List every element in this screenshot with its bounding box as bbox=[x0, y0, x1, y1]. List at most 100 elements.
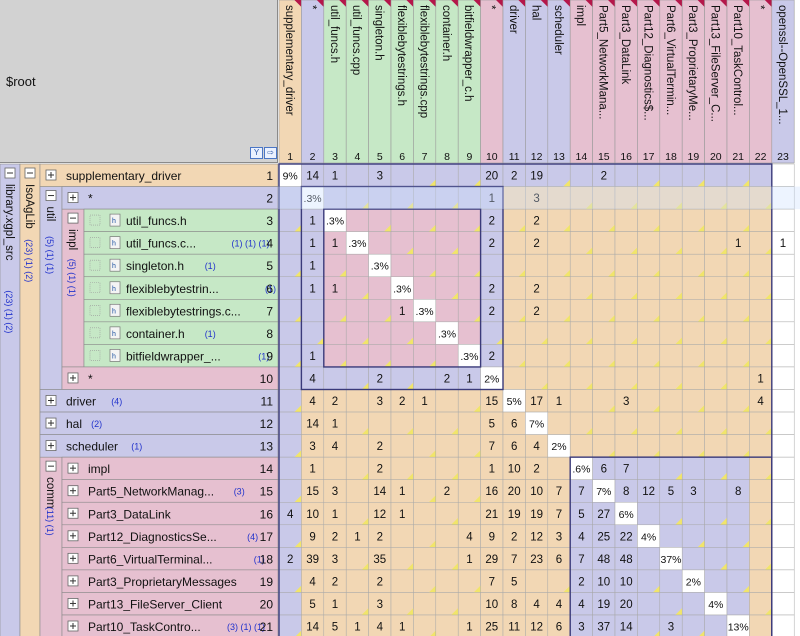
matrix-cell[interactable]: 17 bbox=[525, 389, 549, 413]
matrix-cell[interactable] bbox=[659, 163, 683, 187]
matrix-cell[interactable] bbox=[547, 253, 571, 277]
matrix-cell[interactable]: 2 bbox=[525, 276, 549, 300]
matrix-cell[interactable] bbox=[771, 569, 795, 593]
matrix-cell[interactable] bbox=[345, 321, 369, 345]
matrix-cell[interactable]: 7 bbox=[502, 547, 526, 571]
matrix-cell[interactable]: 2 bbox=[525, 208, 549, 232]
g-impl[interactable]: impl (5) (1) (1) bbox=[61, 208, 85, 368]
matrix-cell[interactable]: 1 bbox=[323, 276, 347, 300]
matrix-cell[interactable]: 12 bbox=[637, 479, 661, 503]
matrix-cell[interactable] bbox=[681, 299, 705, 323]
matrix-cell[interactable] bbox=[592, 299, 616, 323]
matrix-cell[interactable]: 2 bbox=[368, 366, 392, 390]
matrix-cell[interactable]: 1 bbox=[457, 614, 481, 636]
matrix-cell[interactable]: 1 bbox=[390, 299, 414, 323]
matrix-cell[interactable] bbox=[278, 614, 302, 636]
matrix-cell[interactable] bbox=[435, 524, 459, 548]
matrix-cell[interactable] bbox=[390, 253, 414, 277]
matrix-cell[interactable]: 5 bbox=[480, 411, 504, 435]
matrix-cell[interactable] bbox=[704, 208, 728, 232]
matrix-cell[interactable] bbox=[592, 389, 616, 413]
matrix-cell[interactable]: 1 bbox=[457, 547, 481, 571]
matrix-cell[interactable] bbox=[413, 479, 437, 503]
matrix-cell[interactable]: 2% bbox=[480, 366, 504, 390]
matrix-cell[interactable] bbox=[569, 321, 593, 345]
matrix-cell[interactable] bbox=[637, 434, 661, 458]
matrix-cell[interactable] bbox=[569, 276, 593, 300]
matrix-cell[interactable] bbox=[614, 366, 638, 390]
matrix-cell[interactable] bbox=[547, 208, 571, 232]
matrix-cell[interactable] bbox=[278, 321, 302, 345]
matrix-cell[interactable] bbox=[502, 344, 526, 368]
matrix-cell[interactable] bbox=[457, 253, 481, 277]
matrix-cell[interactable] bbox=[614, 434, 638, 458]
matrix-cell[interactable] bbox=[368, 276, 392, 300]
matrix-cell[interactable] bbox=[726, 411, 750, 435]
matrix-cell[interactable]: 14 bbox=[301, 614, 325, 636]
matrix-cell[interactable] bbox=[749, 569, 773, 593]
matrix-cell[interactable] bbox=[659, 389, 683, 413]
matrix-cell[interactable] bbox=[547, 231, 571, 255]
matrix-cell[interactable] bbox=[749, 299, 773, 323]
matrix-cell[interactable]: 3 bbox=[368, 389, 392, 413]
matrix-cell[interactable]: 12 bbox=[368, 502, 392, 526]
matrix-cell[interactable]: 3 bbox=[569, 614, 593, 636]
matrix-cell[interactable]: 4 bbox=[525, 434, 549, 458]
matrix-cell[interactable] bbox=[502, 231, 526, 255]
matrix-cell[interactable] bbox=[637, 163, 661, 187]
matrix-cell[interactable]: 14 bbox=[614, 614, 638, 636]
g-isoaglib[interactable]: IsoAgLib (23) (1) (2) bbox=[19, 163, 41, 636]
matrix-cell[interactable] bbox=[345, 253, 369, 277]
matrix-cell[interactable]: 19 bbox=[525, 502, 549, 526]
matrix-cell[interactable]: .6% bbox=[569, 456, 593, 480]
matrix-cell[interactable]: 3 bbox=[681, 479, 705, 503]
matrix-cell[interactable] bbox=[345, 163, 369, 187]
matrix-cell[interactable] bbox=[547, 456, 571, 480]
matrix-cell[interactable] bbox=[390, 231, 414, 255]
matrix-cell[interactable] bbox=[457, 299, 481, 323]
matrix-cell[interactable] bbox=[637, 253, 661, 277]
matrix-cell[interactable] bbox=[659, 366, 683, 390]
column-header[interactable]: bitfieldwrapper_c.h 9 bbox=[457, 0, 481, 164]
matrix-cell[interactable]: 4 bbox=[547, 592, 571, 616]
matrix-cell[interactable] bbox=[345, 547, 369, 571]
matrix-cell[interactable] bbox=[592, 434, 616, 458]
matrix-cell[interactable] bbox=[749, 524, 773, 548]
matrix-cell[interactable] bbox=[771, 434, 795, 458]
matrix-cell[interactable] bbox=[771, 524, 795, 548]
matrix-cell[interactable] bbox=[659, 411, 683, 435]
matrix-cell[interactable]: 3 bbox=[323, 479, 347, 503]
matrix-cell[interactable] bbox=[547, 366, 571, 390]
matrix-cell[interactable] bbox=[659, 456, 683, 480]
matrix-cell[interactable] bbox=[368, 208, 392, 232]
column-header[interactable]: Part5_NetworkMana... 15 bbox=[592, 0, 616, 164]
matrix-cell[interactable]: 1 bbox=[323, 502, 347, 526]
matrix-cell[interactable]: 1 bbox=[301, 456, 325, 480]
matrix-cell[interactable] bbox=[704, 299, 728, 323]
row-header[interactable]: * 2 bbox=[61, 186, 279, 210]
matrix-cell[interactable]: 3 bbox=[301, 434, 325, 458]
matrix-cell[interactable] bbox=[771, 389, 795, 413]
column-header[interactable]: *2 bbox=[301, 0, 325, 164]
row-header[interactable]: h singleton.h (1) 5 bbox=[83, 253, 279, 278]
matrix-cell[interactable]: 6 bbox=[547, 547, 571, 571]
matrix-cell[interactable] bbox=[457, 163, 481, 187]
export-icon[interactable]: ⇨ bbox=[264, 147, 277, 159]
matrix-cell[interactable] bbox=[614, 163, 638, 187]
matrix-cell[interactable] bbox=[278, 479, 302, 503]
matrix-cell[interactable] bbox=[614, 276, 638, 300]
matrix-cell[interactable] bbox=[614, 208, 638, 232]
matrix-cell[interactable] bbox=[681, 366, 705, 390]
matrix-cell[interactable]: 10 bbox=[301, 502, 325, 526]
matrix-cell[interactable] bbox=[569, 299, 593, 323]
matrix-cell[interactable] bbox=[502, 366, 526, 390]
matrix-cell[interactable] bbox=[278, 299, 302, 323]
matrix-cell[interactable] bbox=[569, 231, 593, 255]
matrix-cell[interactable] bbox=[771, 344, 795, 368]
matrix-cell[interactable] bbox=[569, 186, 593, 210]
matrix-cell[interactable] bbox=[659, 299, 683, 323]
matrix-cell[interactable]: 6 bbox=[547, 614, 571, 636]
matrix-cell[interactable] bbox=[345, 208, 369, 232]
matrix-cell[interactable]: 5 bbox=[502, 569, 526, 593]
matrix-cell[interactable] bbox=[681, 321, 705, 345]
